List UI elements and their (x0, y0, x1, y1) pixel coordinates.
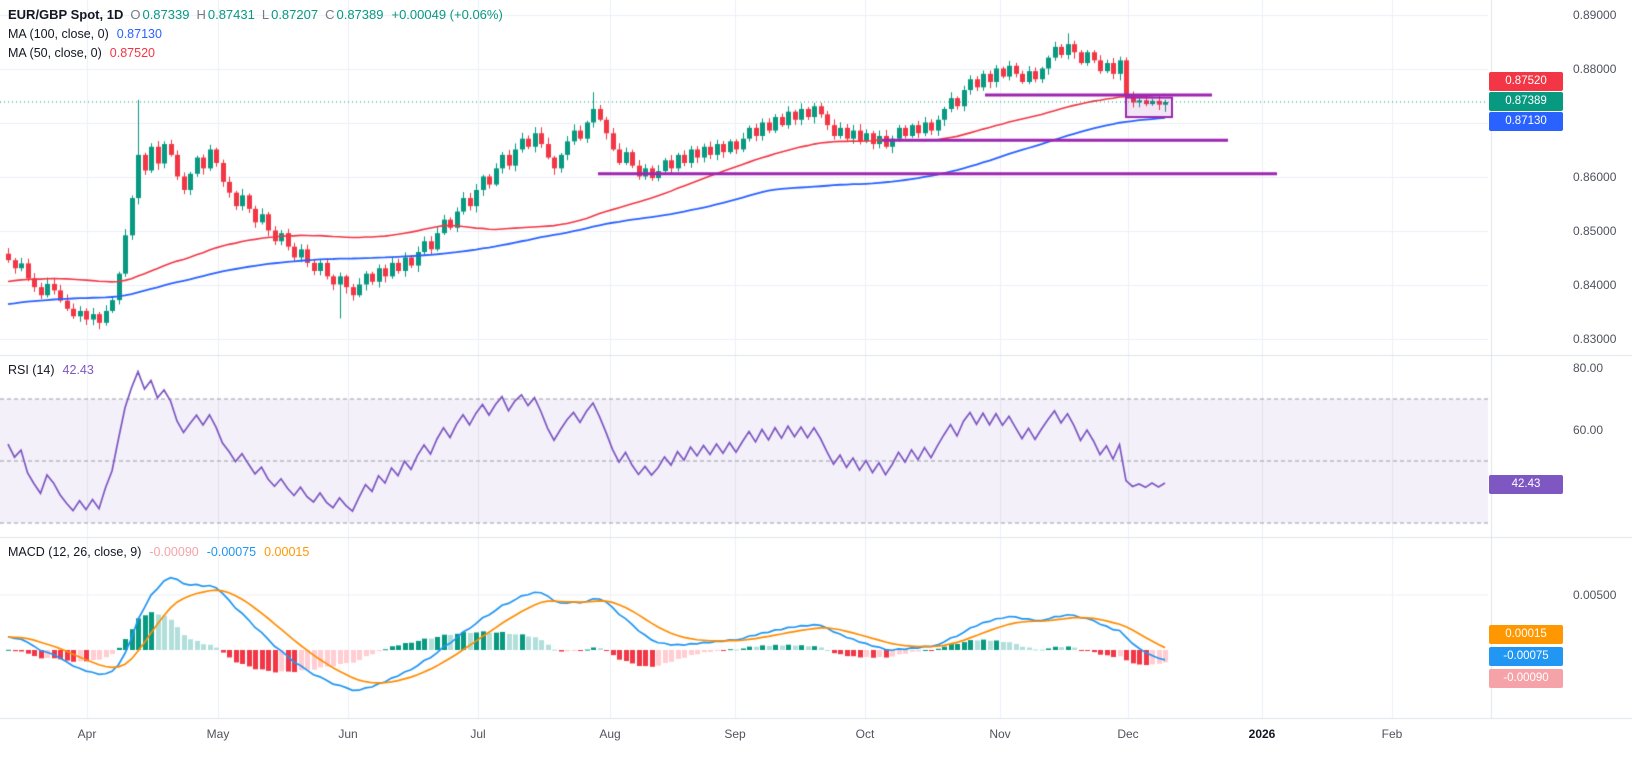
price-axis[interactable] (1492, 0, 1632, 718)
time-axis[interactable] (0, 719, 1632, 753)
